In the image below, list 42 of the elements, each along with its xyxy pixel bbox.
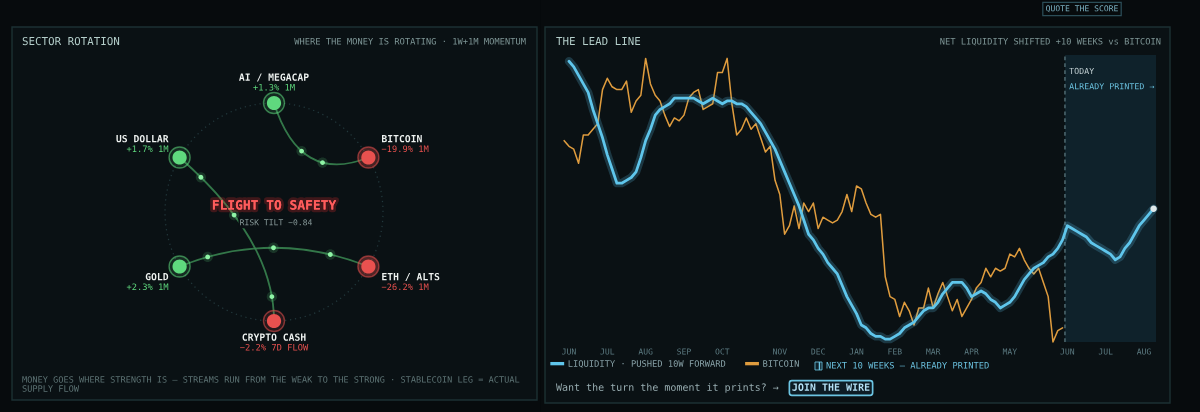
x-tick-label: JUL xyxy=(600,348,615,355)
category-label: ETH / ALTS xyxy=(382,272,440,282)
x-tick-label: AUG xyxy=(1136,348,1151,355)
data-label: −19.9% 1M xyxy=(381,145,429,153)
category-label: AI / MEGACAP xyxy=(239,73,309,82)
legend-label: BITCOIN xyxy=(763,360,799,367)
text: MONEY GOES WHERE STRENGTH IS — STREAMS RUN FROM THE WEAK TO THE STRONG · STABLECOIN LEG = ACTUAL SUPPLY FLOW xyxy=(22,376,520,392)
x-tick-label: JUN xyxy=(562,348,576,355)
x-tick-label: JAN xyxy=(849,348,864,355)
data-label: +2.3% 1M xyxy=(126,283,169,291)
annotation: ALREADY PRINTED → xyxy=(1069,83,1155,90)
category-label: CRYPTO CASH xyxy=(242,333,306,341)
x-tick-label: FEB xyxy=(888,348,902,355)
category-label: GOLD xyxy=(145,272,169,281)
x-tick-label: AUG xyxy=(638,348,653,355)
data-label: +1.3% 1M xyxy=(253,83,295,91)
chart-subtitle: NET LIQUIDITY SHIFTED +10 WEEKS vs BITCOIN xyxy=(940,37,1161,46)
text: FLIGHT TO SAFETY xyxy=(212,199,337,210)
text: QUOTE THE SCORE xyxy=(1046,5,1118,13)
data-label: +1.7% 1M xyxy=(126,145,169,152)
x-tick-label: JUL xyxy=(1098,348,1113,355)
x-tick-label: DEC xyxy=(811,348,825,355)
data-label: −26.2% 1M xyxy=(381,283,429,291)
x-tick-label: APR xyxy=(964,348,979,355)
text: JOIN THE WIRE xyxy=(792,383,870,391)
x-tick-label: JUN xyxy=(1060,348,1075,355)
chart-title: THE LEAD LINE xyxy=(556,37,641,46)
x-tick-label: SEP xyxy=(677,348,691,355)
x-tick-label: NOV xyxy=(773,348,787,355)
x-tick-label: OCT xyxy=(715,348,730,355)
text: SECTOR ROTATION xyxy=(22,36,120,46)
legend-label: LIQUIDITY · PUSHED 10W FORWARD xyxy=(568,360,726,368)
text: Want the turn the moment it prints? → xyxy=(556,383,779,393)
category-label: US DOLLAR xyxy=(116,134,169,143)
text: RISK TILT −0.84 xyxy=(240,219,312,226)
text: NEXT 10 WEEKS — ALREADY PRINTED xyxy=(826,361,989,369)
text: WHERE THE MONEY IS ROTATING · 1W+1M MOMENTUM xyxy=(294,37,526,45)
data-label: −2.2% 7D FLOW xyxy=(240,343,309,351)
annotation: TODAY xyxy=(1069,67,1095,75)
category-label: BITCOIN xyxy=(381,134,422,143)
x-tick-label: MAY xyxy=(1002,348,1017,355)
x-tick-label: MAR xyxy=(926,348,941,355)
